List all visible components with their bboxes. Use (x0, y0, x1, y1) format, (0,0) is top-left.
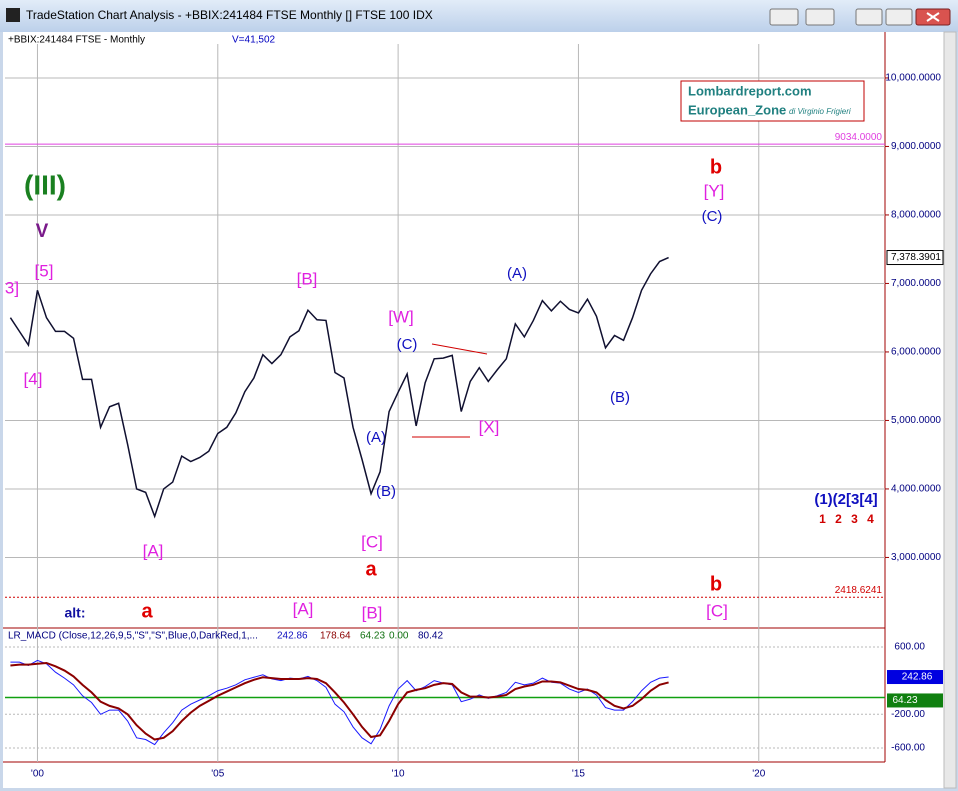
triangle-line (431, 343, 488, 355)
wave-label: (III) (24, 169, 66, 200)
y-tick-label: 6,000.0000 (891, 347, 941, 358)
wave-label: 1 2 3 4 (819, 512, 877, 526)
macd-readout: 242.86 (277, 631, 308, 642)
y-tick-label: 3,000.0000 (891, 552, 941, 563)
macd-readout: 0.00 (389, 631, 409, 642)
wave-label: [A] (143, 541, 164, 560)
last-price-label: 7,378.3901 (891, 252, 941, 263)
macd-diff-box (887, 693, 943, 708)
wave-label: 3] (5, 278, 19, 297)
app-icon (6, 8, 20, 22)
x-tick-label: '05 (211, 769, 224, 780)
brand-author: di Virginio Frigieri (789, 107, 851, 116)
wave-label: [5] (35, 261, 54, 280)
macd-diff-label: 64.23 (892, 695, 917, 706)
i-button[interactable] (805, 8, 835, 26)
window-buttons[interactable] (769, 8, 951, 26)
wave-label: a (141, 600, 153, 622)
brand-box (680, 80, 865, 122)
y-tick-label: 8,000.0000 (891, 210, 941, 221)
volume-label: V=41,502 (232, 35, 276, 46)
wave-label: [C] (706, 601, 728, 620)
minimize-button[interactable] (855, 8, 883, 26)
brand-zone: European_Zone (688, 102, 786, 117)
x-tick-label: '10 (392, 769, 405, 780)
chart-area (3, 32, 944, 788)
wave-label: [Y] (704, 181, 725, 200)
y-tick-label: 5,000.0000 (891, 415, 941, 426)
macd-readout: 178.64 (320, 631, 351, 642)
wave-label: [B] (362, 603, 383, 622)
macd-readout: 80.42 (418, 631, 443, 642)
macd-tick-label: 600.00 (894, 642, 925, 653)
x-tick-label: '00 (31, 769, 44, 780)
wave-label: V (36, 221, 49, 242)
y-tick-label: 7,000.0000 (891, 278, 941, 289)
wave-label: [W] (388, 307, 414, 326)
wave-label: [C] (361, 532, 383, 551)
maximize-button[interactable] (885, 8, 913, 26)
y-tick-label: 9,000.0000 (891, 141, 941, 152)
scrollbar[interactable] (943, 31, 957, 789)
window-title: TradeStation Chart Analysis - +BBIX:2414… (26, 8, 433, 22)
s-button[interactable] (769, 8, 799, 26)
symbol-label: +BBIX:241484 FTSE - Monthly (8, 35, 145, 46)
price-plot (5, 44, 885, 762)
wave-labels: (III) V [5] 3] [4] [A] a alt: [B] [A] [B… (5, 156, 878, 622)
wave-label: [X] (479, 417, 500, 436)
y-tick-label: 10,000.0000 (885, 73, 941, 84)
wave-label: [B] (297, 269, 318, 288)
wave-label: (B) (610, 389, 630, 406)
wave-label: (C) (702, 208, 723, 225)
x-tick-label: '15 (572, 769, 585, 780)
wave-label: (C) (397, 336, 418, 353)
wave-label: a (365, 558, 377, 580)
macd-value-label: 242.86 (902, 672, 933, 683)
macd-readout: 64.23 (360, 631, 385, 642)
wave-label: [4] (24, 369, 43, 388)
macd-value-box (887, 670, 943, 685)
wave-label: (A) (366, 429, 386, 446)
wave-label: b (710, 156, 722, 178)
macd-header: LR_MACD (Close,12,26,9,5,"S","S",Blue,0,… (8, 631, 258, 642)
wave-label: (A) (507, 265, 527, 282)
wave-label: (1)(2[3[4] (814, 491, 877, 508)
y-tick-label: 4,000.0000 (891, 484, 941, 495)
wave-label: (B) (376, 483, 396, 500)
macd-tick-label: -200.00 (891, 709, 925, 720)
macd-line (10, 661, 669, 741)
price-line (9, 256, 669, 519)
wave-label: b (710, 573, 722, 595)
last-price-box (886, 250, 944, 266)
macd-tick-label: -600.00 (891, 743, 925, 754)
level-label: 2418.6241 (835, 585, 883, 596)
brand-site: Lombardreport.com (688, 83, 812, 98)
wave-label: alt: (65, 605, 86, 621)
wave-label: [A] (293, 599, 314, 618)
level-label: 9034.0000 (835, 132, 883, 143)
x-tick-label: '20 (752, 769, 765, 780)
